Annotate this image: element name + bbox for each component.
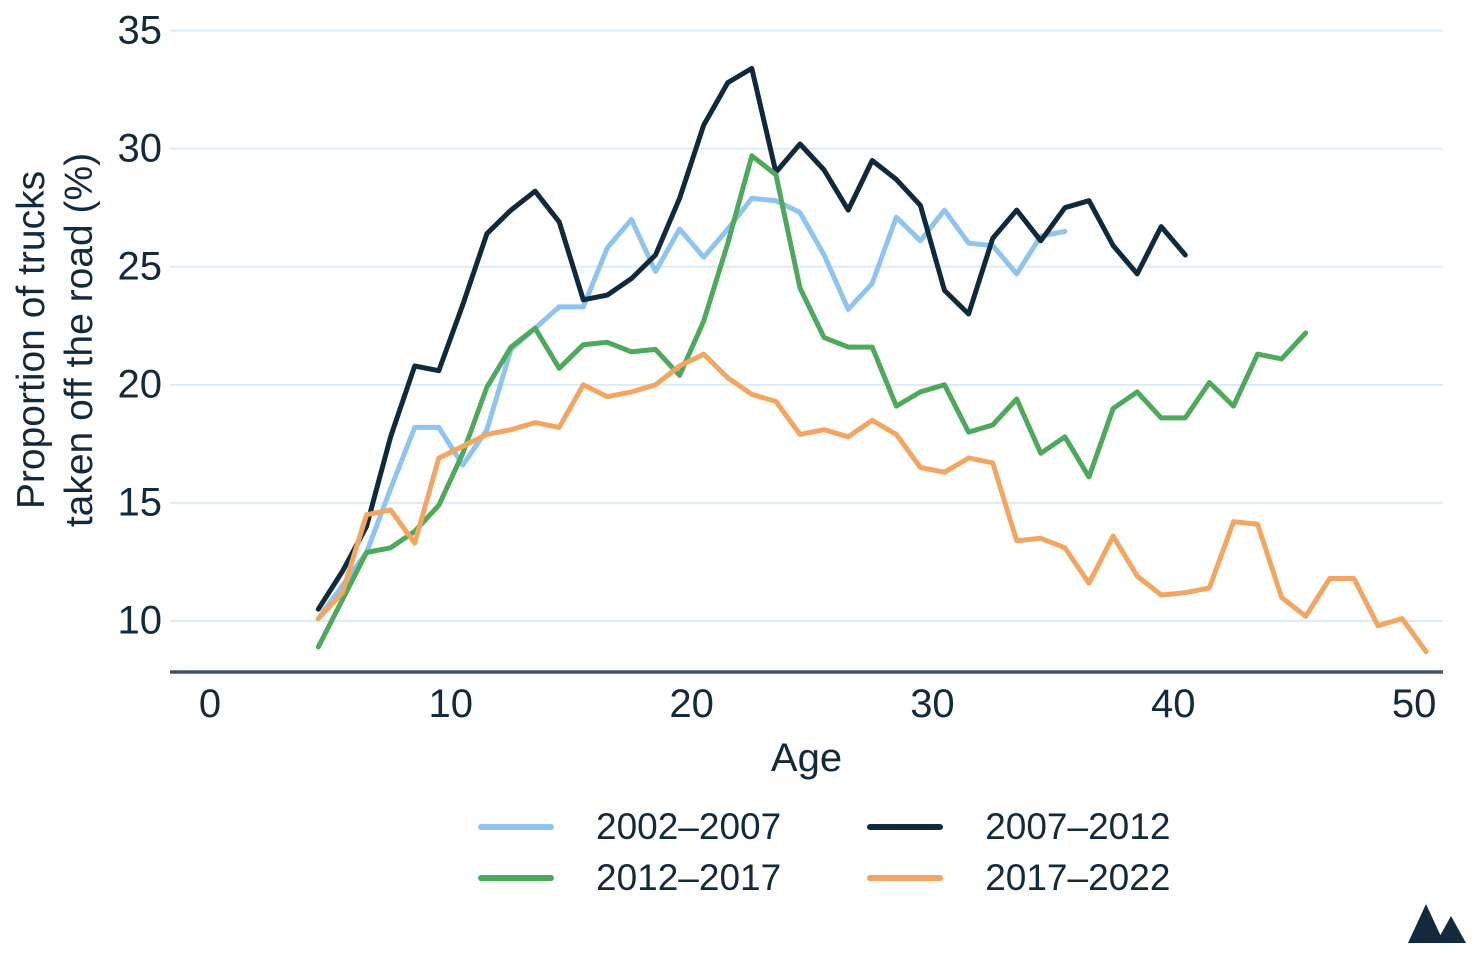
x-tick-label-10: 10 (428, 682, 474, 726)
y-tick-label-35: 35 (117, 8, 163, 53)
series-line-2002-2007 (315, 195, 1068, 622)
y-axis-title: Proportion of trucks taken off the road … (8, 0, 108, 680)
legend: 2002–2007 2007–2012 2012–2017 2017–2022 (478, 806, 1170, 899)
legend-item-2012-2017: 2012–2017 (478, 857, 781, 899)
legend-label: 2007–2012 (985, 806, 1171, 847)
legend-swatch (867, 875, 944, 881)
series-line-2007-2012 (315, 65, 1188, 612)
series-line-2012-2017 (315, 153, 1309, 650)
y-tick-label-10: 10 (117, 598, 163, 643)
legend-item-2007-2012: 2007–2012 (867, 806, 1170, 848)
y-tick-label-30: 30 (117, 126, 163, 171)
x-tick-label-50: 50 (1391, 682, 1437, 726)
x-tick-label-20: 20 (669, 682, 714, 726)
y-tick-label-20: 20 (117, 362, 163, 407)
legend-label: 2012–2017 (596, 857, 782, 898)
legend-swatch (867, 824, 944, 830)
legend-swatch (478, 824, 554, 830)
legend-item-2002-2007: 2002–2007 (478, 806, 781, 848)
y-tick-label-25: 25 (117, 244, 163, 289)
x-tick-label-30: 30 (910, 682, 955, 726)
x-tick-label-0: 0 (198, 682, 222, 726)
y-axis-title-line1: Proportion of trucks (10, 170, 53, 510)
legend-swatch (478, 875, 554, 881)
legend-item-2017-2022: 2017–2022 (867, 857, 1170, 899)
mountain-logo-icon (1408, 904, 1466, 943)
x-axis-title: Age (770, 736, 843, 780)
x-tick-label-40: 40 (1151, 682, 1196, 726)
legend-label: 2017–2022 (985, 857, 1171, 898)
mountain-logo-large-peak (1408, 904, 1444, 943)
legend-label: 2002–2007 (596, 806, 782, 847)
y-axis-title-line2: taken off the road (%) (58, 152, 101, 528)
y-tick-label-15: 15 (117, 480, 163, 525)
series-line-2017-2022 (315, 351, 1429, 655)
mountain-logo-small-peak (1436, 916, 1466, 943)
